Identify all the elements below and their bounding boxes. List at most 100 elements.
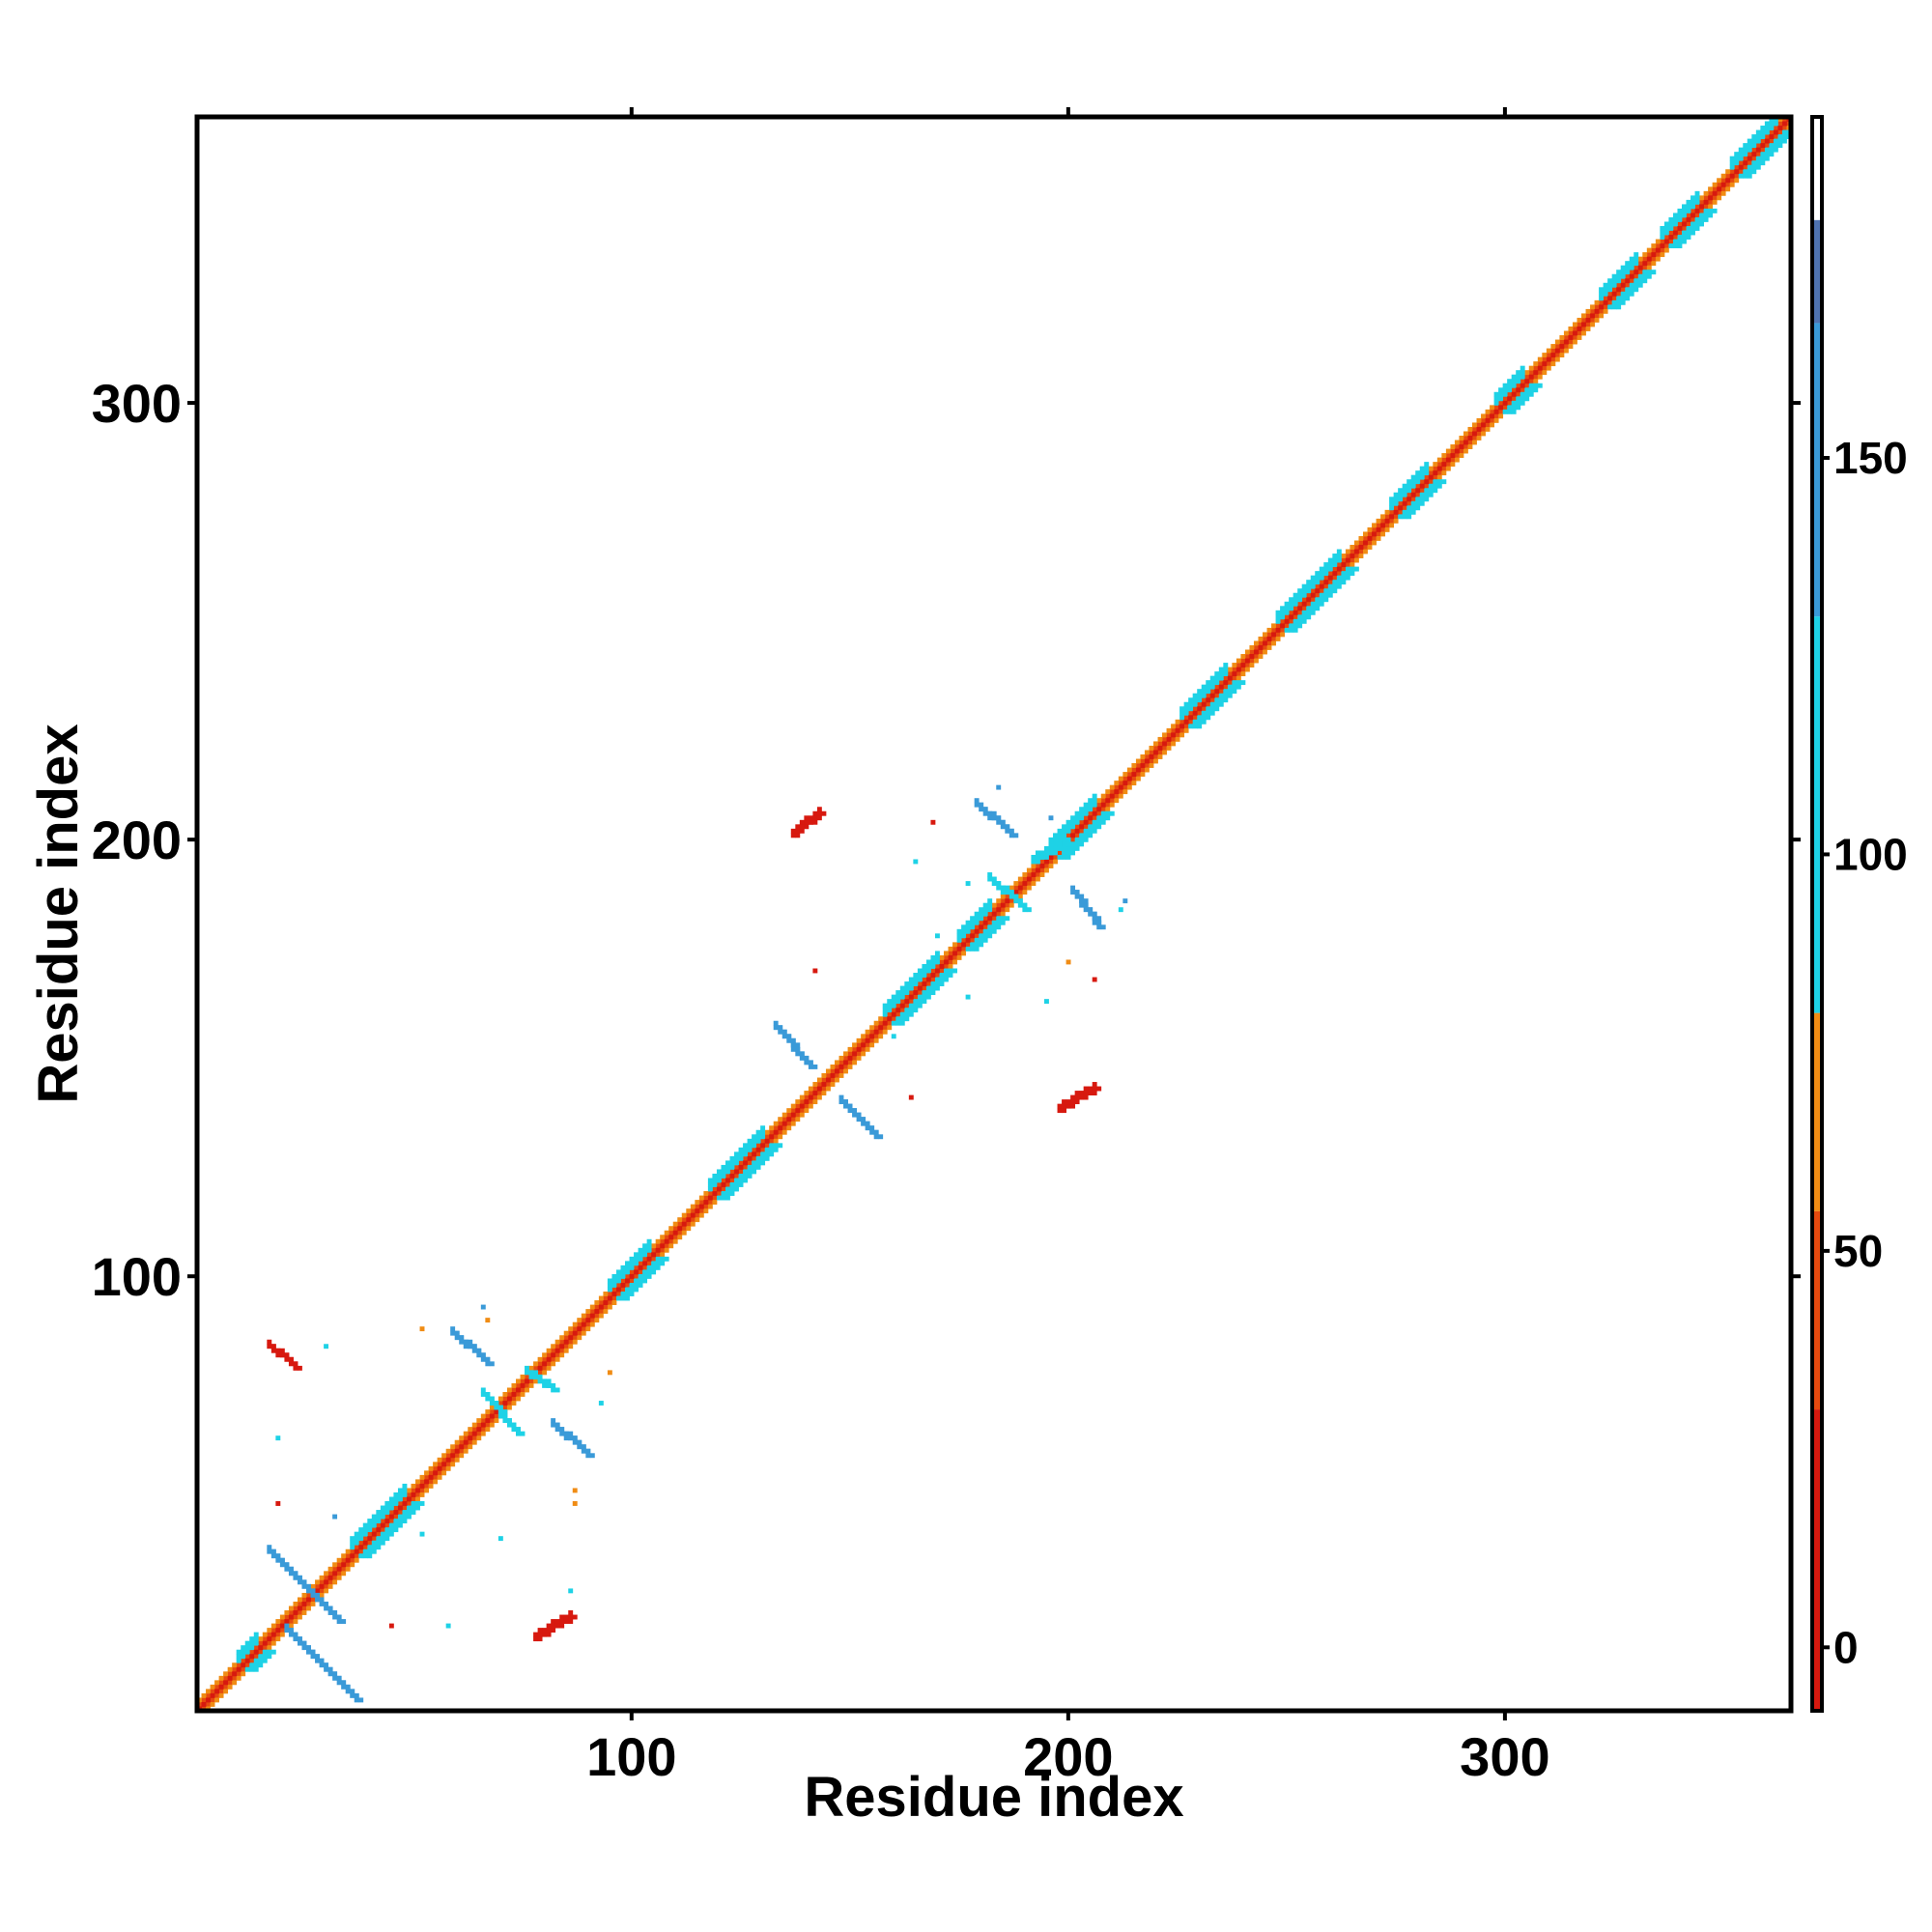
near-diagonal-cell: [1419, 497, 1425, 502]
near-diagonal-cell: [1345, 562, 1350, 568]
near-diagonal-cell: [463, 1444, 469, 1450]
near-diagonal-cell: [1694, 216, 1700, 222]
near-diagonal-cell: [589, 1304, 595, 1310]
near-diagonal-cell: [1206, 706, 1211, 712]
near-diagonal-cell: [253, 1658, 259, 1663]
near-diagonal-cell: [1755, 156, 1761, 161]
near-diagonal-cell: [908, 1008, 914, 1013]
near-diagonal-cell: [1031, 876, 1037, 882]
near-diagonal-cell: [1035, 864, 1040, 868]
near-diagonal-cell: [812, 1094, 818, 1100]
helix-cell: [1057, 828, 1063, 834]
near-diagonal-cell: [210, 1689, 215, 1694]
helix-cell: [642, 1243, 648, 1249]
colorbar-bin: [1812, 1012, 1822, 1211]
near-diagonal-cell: [1712, 195, 1718, 201]
near-diagonal-cell: [781, 1129, 787, 1135]
near-diagonal-cell: [944, 951, 949, 956]
near-diagonal-cell: [970, 924, 976, 930]
near-diagonal-cell: [388, 1519, 394, 1524]
near-diagonal-cell: [1218, 689, 1224, 695]
helix-cell: [1048, 837, 1054, 842]
near-diagonal-cell: [528, 1382, 534, 1388]
near-diagonal-cell: [655, 1261, 661, 1266]
diagonal-cell: [480, 1422, 486, 1428]
near-diagonal-cell: [1725, 173, 1731, 179]
contact-cell: [301, 1640, 307, 1646]
near-diagonal-cell: [922, 968, 927, 974]
near-diagonal-cell: [1109, 798, 1115, 804]
contact-cell: [821, 810, 827, 816]
near-diagonal-cell: [660, 1256, 666, 1262]
helix-cell: [1511, 409, 1517, 414]
near-diagonal-cell: [1498, 413, 1504, 419]
helix-cell: [743, 1143, 748, 1149]
near-diagonal-cell: [468, 1427, 473, 1433]
near-diagonal-cell: [991, 924, 997, 930]
near-diagonal-cell: [1559, 339, 1565, 345]
contact-point: [908, 1094, 914, 1100]
diagonal-cell: [585, 1318, 591, 1323]
helix-cell: [1511, 374, 1517, 380]
near-diagonal-cell: [506, 1401, 512, 1406]
contact-cell: [799, 1055, 805, 1061]
near-diagonal-cell: [1585, 308, 1591, 314]
near-diagonal-cell: [721, 1186, 726, 1192]
near-diagonal-cell: [1209, 697, 1215, 703]
near-diagonal-cell: [1546, 365, 1551, 371]
near-diagonal-cell: [755, 1143, 761, 1149]
near-diagonal-cell: [471, 1435, 477, 1441]
helix-cell: [350, 1536, 355, 1542]
diagonal-cell: [476, 1427, 482, 1433]
near-diagonal-cell: [559, 1339, 565, 1345]
diagonal-cell: [371, 1531, 377, 1537]
diagonal-cell: [249, 1654, 255, 1660]
contact-cell: [865, 1121, 870, 1126]
contact-cell: [279, 1352, 285, 1358]
near-diagonal-cell: [1214, 680, 1220, 686]
diagonal-cell: [1240, 663, 1246, 668]
near-diagonal-cell: [371, 1545, 377, 1550]
near-diagonal-cell: [511, 1396, 517, 1402]
near-diagonal-cell: [1511, 405, 1517, 411]
near-diagonal-cell: [996, 916, 1002, 922]
near-diagonal-cell: [1703, 190, 1709, 196]
diagonal-cell: [1206, 697, 1211, 703]
near-diagonal-cell: [485, 1413, 491, 1419]
near-diagonal-cell: [913, 977, 919, 982]
near-diagonal-cell: [546, 1348, 552, 1353]
near-diagonal-cell: [594, 1318, 600, 1323]
near-diagonal-cell: [1048, 859, 1054, 865]
near-diagonal-cell: [1463, 436, 1468, 440]
near-diagonal-cell: [1563, 330, 1569, 336]
contact-cell: [284, 1352, 290, 1358]
near-diagonal-cell: [270, 1636, 276, 1642]
near-diagonal-cell: [1699, 199, 1704, 205]
near-diagonal-cell: [1096, 819, 1102, 825]
near-diagonal-cell: [1201, 706, 1207, 712]
contact-cell: [275, 1557, 281, 1563]
near-diagonal-cell: [319, 1579, 325, 1585]
near-diagonal-cell: [1192, 706, 1198, 712]
near-diagonal-cell: [944, 954, 949, 960]
diagonal-cell: [1109, 793, 1115, 799]
contact-cell: [468, 1339, 473, 1345]
helix-cell: [778, 1143, 783, 1149]
contact-cell: [293, 1575, 298, 1580]
near-diagonal-cell: [1481, 426, 1486, 432]
helix-cell: [1769, 152, 1775, 157]
near-diagonal-cell: [371, 1527, 377, 1533]
diagonal-cell: [262, 1640, 268, 1646]
contact-cell: [559, 1427, 565, 1433]
near-diagonal-cell: [1126, 781, 1132, 786]
near-diagonal-cell: [887, 1003, 893, 1009]
near-diagonal-cell: [1022, 872, 1028, 877]
contact-cell: [1048, 845, 1054, 851]
contact-cell: [559, 1614, 565, 1620]
near-diagonal-cell: [979, 911, 984, 917]
helix-cell: [987, 898, 993, 904]
near-diagonal-cell: [210, 1701, 215, 1707]
near-diagonal-cell: [664, 1247, 669, 1253]
near-diagonal-cell: [795, 1112, 801, 1118]
near-diagonal-cell: [1209, 689, 1215, 695]
